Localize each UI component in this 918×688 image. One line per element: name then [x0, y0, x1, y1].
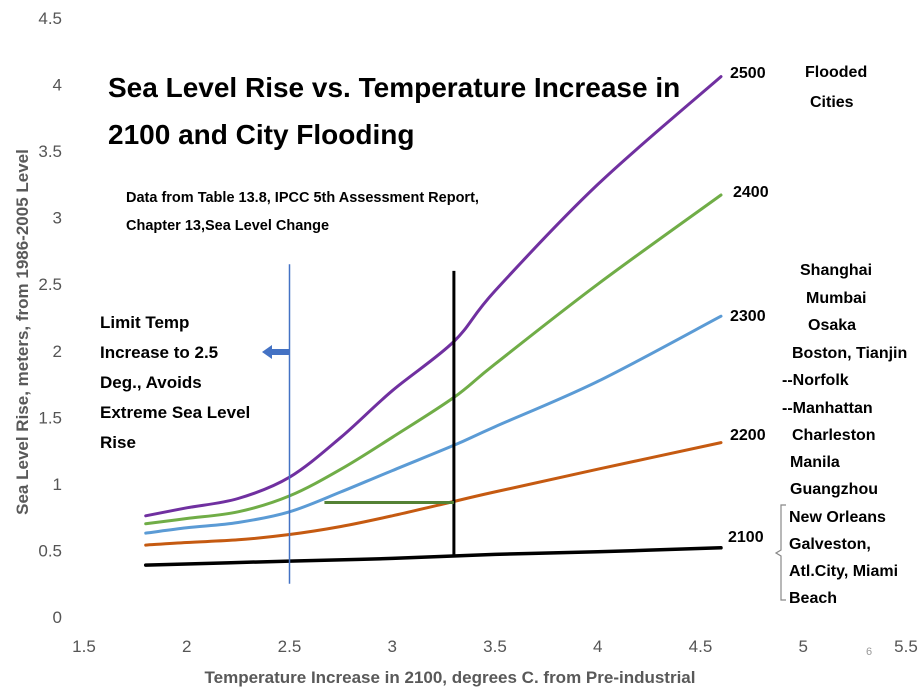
y-tick-label: 2: [53, 342, 62, 361]
y-tick-label: 3.5: [38, 142, 62, 161]
city-beach: Beach: [789, 590, 837, 607]
city-galveston: Galveston,: [789, 536, 871, 553]
x-tick-label: 5.5: [894, 637, 918, 656]
x-tick-label: 3.5: [483, 637, 507, 656]
city-new-orleans: New Orleans: [789, 509, 886, 526]
y-axis-ticks: 0 0.5 1 1.5 2 2.5 3 3.5 4 4.5: [38, 9, 62, 627]
annotation-lines: [288, 264, 456, 584]
x-tick-label: 4.5: [689, 637, 713, 656]
chart-title-line-2: 2100 and City Flooding: [108, 119, 414, 150]
series-line-2300: [144, 314, 723, 535]
series-label-2500: 2500: [730, 65, 766, 82]
city-mumbai: Mumbai: [806, 290, 866, 307]
city-atl-city-miami: Atl.City, Miami: [789, 563, 898, 580]
source-note-line-1: Data from Table 13.8, IPCC 5th Assessmen…: [126, 190, 479, 206]
flooded-header-line-2: Cities: [810, 94, 854, 111]
limit-text-line-3: Deg., Avoids: [100, 373, 202, 392]
page-number: 6: [866, 646, 872, 658]
city-guangzhou: Guangzhou: [790, 481, 878, 498]
series-label-2400: 2400: [733, 184, 769, 201]
y-axis-title: Sea Level Rise, meters, from 1986-2005 L…: [13, 149, 32, 515]
series-lines: [143, 75, 723, 567]
flooded-header-line-1: Flooded: [805, 64, 867, 81]
y-tick-label: 1: [53, 475, 62, 494]
city-shanghai: Shanghai: [800, 262, 872, 279]
series-line-2500: [144, 75, 723, 518]
series-line-2400: [144, 193, 723, 526]
limit-text-line-4: Extreme Sea Level: [100, 403, 250, 422]
city-charleston: Charleston: [792, 427, 876, 444]
city-osaka: Osaka: [808, 317, 856, 334]
x-tick-label: 2: [182, 637, 191, 656]
y-tick-label: 1.5: [38, 408, 62, 427]
y-tick-label: 3: [53, 209, 62, 228]
city-manhattan: --Manhattan: [782, 400, 873, 417]
y-tick-label: 0: [53, 608, 62, 627]
series-label-2200: 2200: [730, 427, 766, 444]
limit-text-line-1: Limit Temp: [100, 313, 189, 332]
y-tick-label: 4: [53, 76, 62, 95]
x-tick-label: 5: [799, 637, 808, 656]
series-label-2300: 2300: [730, 308, 766, 325]
x-tick-label: 3: [388, 637, 397, 656]
y-tick-label: 2.5: [38, 275, 62, 294]
chart-title-line-1: Sea Level Rise vs. Temperature Increase …: [108, 72, 680, 103]
city-boston-tianjin: Boston, Tianjin: [792, 345, 907, 362]
limit-text-line-2: Increase to 2.5: [100, 343, 218, 362]
left-arrow-icon: [262, 345, 289, 359]
x-tick-label: 4: [593, 637, 602, 656]
x-tick-label: 1.5: [72, 637, 96, 656]
source-note-line-2: Chapter 13,Sea Level Change: [126, 218, 329, 234]
series-line-2100: [143, 546, 723, 567]
city-norfolk: --Norfolk: [782, 372, 849, 389]
x-tick-label: 2.5: [278, 637, 302, 656]
y-tick-label: 0.5: [38, 541, 62, 560]
x-axis-ticks: 1.5 2 2.5 3 3.5 4 4.5 5 5.5: [72, 637, 918, 656]
x-axis-title: Temperature Increase in 2100, degrees C.…: [205, 668, 696, 687]
series-line-2200: [144, 441, 723, 547]
city-bracket: [774, 504, 786, 601]
city-manila: Manila: [790, 454, 840, 471]
limit-text-line-5: Rise: [100, 433, 136, 452]
series-label-2100: 2100: [728, 529, 764, 546]
y-tick-label: 4.5: [38, 9, 62, 28]
